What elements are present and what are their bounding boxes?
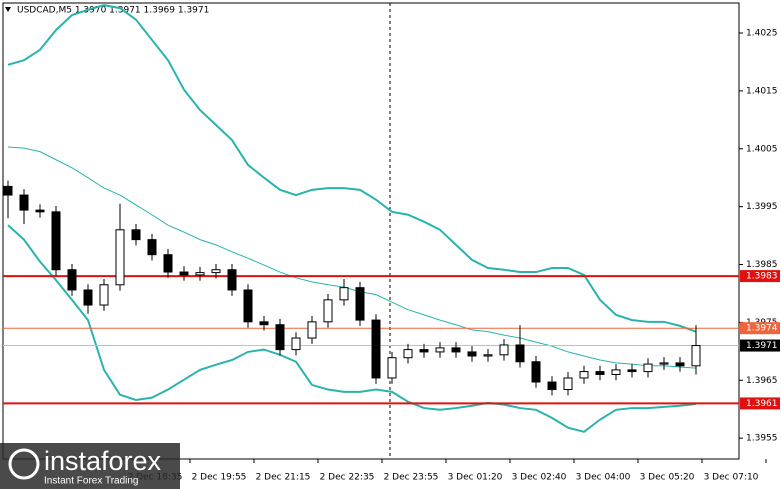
price-tag-label: 1.3961	[746, 399, 778, 409]
candle-body	[451, 347, 461, 353]
price-tag	[740, 270, 780, 283]
title-arrow	[5, 7, 11, 12]
indicator-line	[7, 224, 697, 433]
price-tag-label: 1.3974	[746, 324, 778, 334]
price-tag	[740, 339, 780, 352]
x-tick-label: 3 Dec 07:10	[704, 473, 759, 483]
candle-body	[115, 229, 125, 286]
candle-body	[579, 371, 589, 379]
logo: instaforex Instant Forex Trading	[0, 443, 180, 489]
indicator-line	[7, 146, 697, 369]
candle-body	[467, 351, 477, 357]
candle-body	[67, 269, 77, 291]
x-tick-label: 3 Dec 02:40	[512, 473, 567, 483]
plot-frame	[2, 2, 740, 460]
candle-body	[499, 344, 509, 356]
candle-body	[275, 324, 285, 351]
candle-body	[147, 239, 157, 256]
candle-body	[83, 289, 93, 306]
candle-body	[131, 229, 141, 241]
candle-body	[99, 284, 109, 306]
candle-body	[435, 347, 445, 353]
candle-body	[483, 354, 493, 357]
candle-body	[355, 287, 365, 321]
logo-name: instaforex	[44, 446, 162, 476]
y-tick-label: 1.3955	[746, 434, 778, 444]
indicator-line	[7, 4, 697, 333]
candle-body	[643, 363, 653, 373]
candle-body	[51, 211, 61, 271]
candle-body	[659, 362, 669, 365]
candle-body	[627, 369, 637, 373]
candle-body	[211, 269, 221, 274]
candle-body	[179, 271, 189, 276]
y-tick-label: 1.4015	[746, 86, 778, 96]
x-tick-label: 3 Dec 05:20	[640, 473, 695, 483]
x-tick-label: 2 Dec 22:35	[320, 473, 375, 483]
x-tick-label: 2 Dec 23:55	[384, 473, 439, 483]
logo-tagline: Instant Forex Trading	[44, 476, 139, 487]
candle-body	[227, 269, 237, 291]
candle-body	[595, 371, 605, 375]
candle-body	[691, 345, 701, 367]
candle-body	[531, 361, 541, 383]
y-tick-label: 1.4005	[746, 144, 778, 154]
x-tick-label: 2 Dec 19:55	[192, 473, 247, 483]
candle-body	[515, 344, 525, 363]
candle-body	[387, 357, 397, 379]
candle-body	[403, 349, 413, 359]
price-tag	[740, 397, 780, 410]
candle-body	[19, 194, 29, 211]
x-tick-label: 3 Dec 04:00	[576, 473, 631, 483]
candle-body	[35, 209, 45, 213]
candle-body	[259, 321, 269, 326]
candle-body	[243, 289, 253, 323]
y-tick-label: 1.3995	[746, 202, 778, 212]
candle-body	[547, 381, 557, 391]
chart-title: USDCAD,M5 1.3970 1.3971 1.3969 1.3971	[17, 6, 209, 16]
candle-body	[323, 299, 333, 323]
candle-body	[675, 362, 685, 367]
candle-body	[563, 377, 573, 391]
price-tag-label: 1.3983	[746, 272, 778, 282]
y-tick-label: 1.3985	[746, 260, 778, 270]
candle-body	[3, 185, 13, 196]
candle-body	[419, 349, 429, 353]
candle-body	[307, 321, 317, 339]
candle-body	[339, 287, 349, 301]
candle-body	[163, 254, 173, 273]
price-tag	[740, 322, 780, 335]
y-tick-label: 1.4025	[746, 28, 778, 38]
candle-body	[371, 319, 381, 379]
candle-body	[291, 337, 301, 351]
candle-body	[611, 369, 621, 375]
y-tick-label: 1.3965	[746, 376, 778, 386]
candle-body	[195, 272, 205, 276]
x-tick-label: 2 Dec 21:15	[256, 473, 311, 483]
logo-icon	[8, 448, 40, 480]
x-tick-label: 3 Dec 01:20	[448, 473, 503, 483]
price-tag-label: 1.3971	[746, 341, 778, 351]
